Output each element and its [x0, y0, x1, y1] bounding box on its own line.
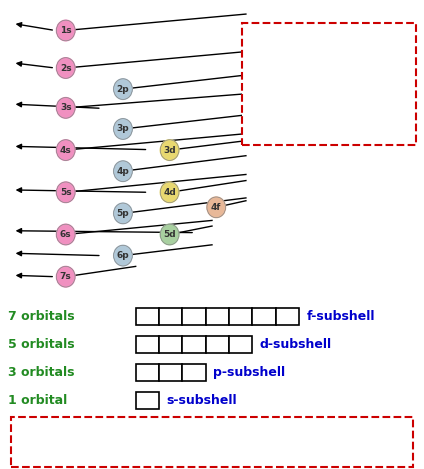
Bar	[159, 336, 182, 353]
Text: 4d: 4d	[163, 188, 176, 197]
Text: 7s: 7s	[60, 272, 72, 281]
Circle shape	[56, 140, 75, 160]
Text: 4s: 4s	[60, 145, 72, 155]
Circle shape	[114, 203, 132, 224]
Bar	[229, 308, 252, 325]
Circle shape	[114, 161, 132, 182]
Text: 5s: 5s	[60, 188, 72, 197]
Circle shape	[56, 98, 75, 118]
Bar	[276, 308, 299, 325]
Text: 5p: 5p	[117, 209, 129, 218]
Text: 4p: 4p	[117, 166, 129, 176]
Text: 3d: 3d	[163, 145, 176, 155]
Text: 3s: 3s	[60, 103, 72, 113]
Circle shape	[56, 266, 75, 287]
Bar	[252, 308, 276, 325]
Bar	[182, 364, 206, 381]
Text: d-subshell: d-subshell	[260, 338, 332, 351]
Bar	[136, 308, 159, 325]
Circle shape	[56, 224, 75, 245]
Text: 6s: 6s	[60, 230, 72, 239]
Circle shape	[56, 182, 75, 203]
Text: f-subshell: f-subshell	[307, 310, 375, 323]
Text: Electrons are first
placed in 1s then 2s
then 2p and so on: Electrons are first placed in 1s then 2s…	[269, 61, 388, 112]
Circle shape	[160, 182, 179, 203]
Text: Aufbau principle: Aufbau principle	[264, 38, 393, 52]
Circle shape	[114, 119, 132, 139]
Text: 5d: 5d	[163, 230, 176, 239]
Text: 2p: 2p	[117, 84, 129, 94]
FancyBboxPatch shape	[11, 417, 413, 467]
Circle shape	[114, 79, 132, 99]
FancyBboxPatch shape	[242, 23, 416, 145]
Circle shape	[160, 224, 179, 245]
Bar	[182, 308, 206, 325]
Text: p-subshell: p-subshell	[213, 366, 285, 379]
Bar	[159, 364, 182, 381]
Text: 2s: 2s	[60, 63, 72, 73]
Text: s-subshell: s-subshell	[167, 394, 237, 407]
Bar	[136, 364, 159, 381]
Bar	[159, 308, 182, 325]
Text: Each subshell has a specific number of orbitals
Orbital is a region in which the: Each subshell has a specific number of o…	[79, 422, 345, 462]
Bar	[182, 336, 206, 353]
Circle shape	[56, 20, 75, 41]
Bar	[136, 392, 159, 409]
Text: 1s: 1s	[60, 26, 72, 35]
Circle shape	[207, 197, 226, 218]
Bar	[136, 336, 159, 353]
Text: 1 orbital: 1 orbital	[8, 394, 68, 407]
Bar	[206, 336, 229, 353]
Text: 5 orbitals: 5 orbitals	[8, 338, 75, 351]
Bar	[206, 308, 229, 325]
Circle shape	[114, 245, 132, 266]
Text: 3p: 3p	[117, 124, 129, 134]
Circle shape	[160, 140, 179, 160]
Circle shape	[56, 58, 75, 78]
Text: 4f: 4f	[211, 203, 221, 212]
Text: 3 orbitals: 3 orbitals	[8, 366, 75, 379]
Bar	[229, 336, 252, 353]
Text: 6p: 6p	[117, 251, 129, 260]
Text: 7 orbitals: 7 orbitals	[8, 310, 75, 323]
